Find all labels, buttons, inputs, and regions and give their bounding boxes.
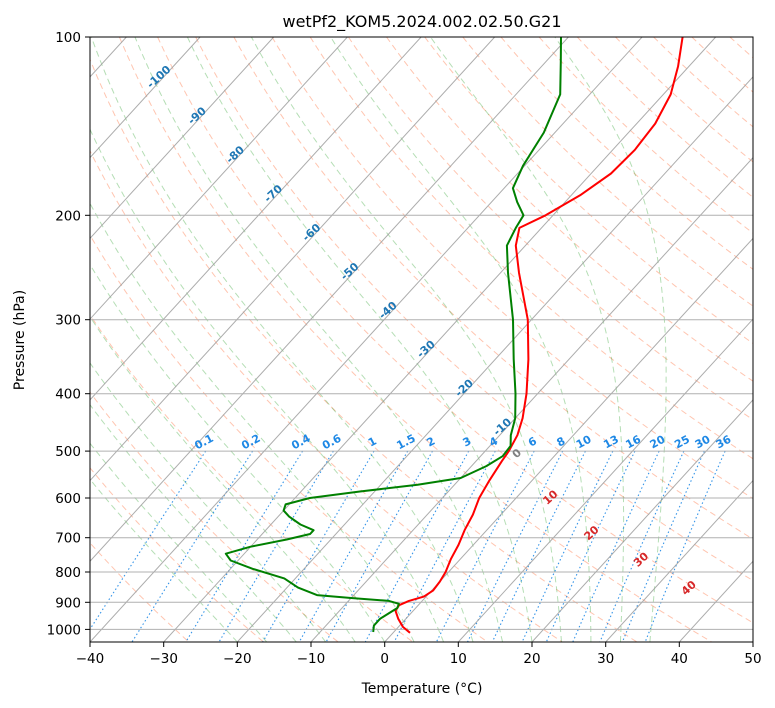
moist-adiabat: [90, 128, 445, 642]
dry-adiabat: [576, 37, 753, 198]
moist-adiabat: [90, 315, 356, 642]
isotherm-line: [163, 37, 717, 642]
x-tick-label: 50: [744, 651, 761, 667]
mixing-ratio-line: [262, 450, 375, 642]
mixing-ratio-line: [599, 450, 685, 642]
dry-adiabat: [347, 37, 753, 421]
mixing-ratio-label: 20: [648, 433, 668, 452]
isotherm-line: [90, 37, 643, 642]
mixing-ratio-line: [572, 450, 660, 642]
pressure-gridlines: [90, 37, 753, 630]
x-axis-label: Temperature (°C): [361, 681, 483, 697]
mixing-ratio-line: [325, 450, 433, 642]
chart-title: wetPf2_KOM5.2024.002.02.50.G21: [282, 12, 561, 32]
sounding-profiles: [224, 37, 684, 634]
mixing-ratio-label: 36: [714, 433, 734, 452]
mixing-ratio-line: [131, 450, 254, 642]
isotherm-line: [90, 37, 275, 240]
mixing-ratio-line: [644, 450, 726, 642]
mixing-ratio-label: 13: [601, 433, 621, 452]
moist-adiabat: [90, 362, 327, 642]
dry-adiabat: [462, 37, 753, 307]
isotherm-line: [310, 156, 753, 642]
dry-adiabat: [90, 314, 414, 642]
moist-adiabat: [134, 37, 503, 642]
plot-area: -100-90-80-70-60-50-40-30-20-100.1 0.2 0.4…: [90, 37, 753, 642]
x-tick-label: −30: [149, 651, 178, 667]
plot-frame: [89, 36, 754, 643]
y-tick-label: 300: [55, 313, 81, 329]
dry-adiabat: [195, 37, 753, 582]
dry-adiabat: [90, 391, 339, 642]
temperature-profile: [394, 37, 684, 634]
x-tick-label: 0: [380, 651, 389, 667]
x-tick-label: 30: [597, 651, 614, 667]
mixing-ratio-line: [364, 450, 470, 642]
y-tick-label: 100: [55, 30, 81, 46]
moist-adiabat: [554, 37, 667, 642]
isotherm-line: [90, 37, 348, 320]
skewed-isotherms: [90, 37, 753, 642]
x-tick-label: −20: [223, 651, 252, 667]
isotherm-line: [531, 399, 753, 642]
mixing-ratio-line: [521, 450, 614, 642]
dry-adiabat: [386, 37, 753, 382]
y-tick-label: 200: [55, 208, 81, 224]
y-tick-label: 700: [55, 531, 81, 547]
mixing-ratio-line: [621, 450, 705, 642]
isotherm-line: [457, 318, 753, 642]
isotherm-line: [605, 479, 753, 642]
y-axis-label: Pressure (hPa): [12, 290, 28, 390]
isotherm-line: [384, 237, 753, 642]
y-tick-label: 900: [55, 595, 81, 611]
x-axis: −40 −30 −20 −10 0 10 20 30 40 50: [76, 642, 762, 667]
moist-adiabat: [250, 37, 562, 642]
dry-adiabats: [90, 37, 753, 642]
x-tick-label: 10: [450, 651, 467, 667]
isotherm-line: [90, 37, 422, 401]
dry-adiabat: [424, 37, 753, 344]
moist-adiabat: [430, 37, 625, 642]
mixing-ratio-lines: [90, 450, 726, 642]
dry-adiabat: [90, 149, 563, 642]
isotherm-line: [90, 37, 569, 562]
mixing-ratio-line: [393, 450, 496, 642]
mixing-ratio-line: [185, 450, 304, 642]
dry-adiabat: [90, 58, 638, 642]
x-tick-label: 40: [671, 651, 688, 667]
y-tick-label: 400: [55, 387, 81, 403]
x-tick-label: 20: [523, 651, 540, 667]
dry-adiabat: [157, 37, 753, 624]
dry-adiabat: [538, 37, 753, 234]
y-axis: 100 200 300 400 500 600 700 800 900 1000: [47, 30, 90, 638]
mixing-ratio-label: 10: [574, 433, 594, 452]
dry-adiabat: [118, 37, 712, 642]
moist-adiabat: [90, 263, 386, 642]
y-tick-label: 600: [55, 491, 81, 507]
dewpoint-profile: [224, 37, 562, 633]
mixing-ratio-label: 25: [672, 433, 692, 452]
moist-adiabat: [90, 403, 297, 642]
isotherm-line: [90, 37, 201, 159]
mixing-ratio-label: 16: [623, 433, 643, 452]
isotherm-line: [90, 37, 496, 482]
mixing-ratio-line: [298, 450, 409, 642]
y-tick-label: 800: [55, 565, 81, 581]
dry-adiabat: [233, 37, 753, 540]
mixing-ratio-line: [218, 450, 334, 642]
x-tick-label: −40: [76, 651, 105, 667]
y-tick-label: 1000: [47, 622, 81, 638]
mixing-ratio-line: [491, 450, 586, 642]
x-tick-label: −10: [297, 651, 326, 667]
y-tick-label: 500: [55, 444, 81, 460]
mixing-ratio-label: 30: [693, 433, 713, 452]
dry-adiabat: [271, 37, 753, 500]
moist-adiabat: [186, 37, 533, 642]
